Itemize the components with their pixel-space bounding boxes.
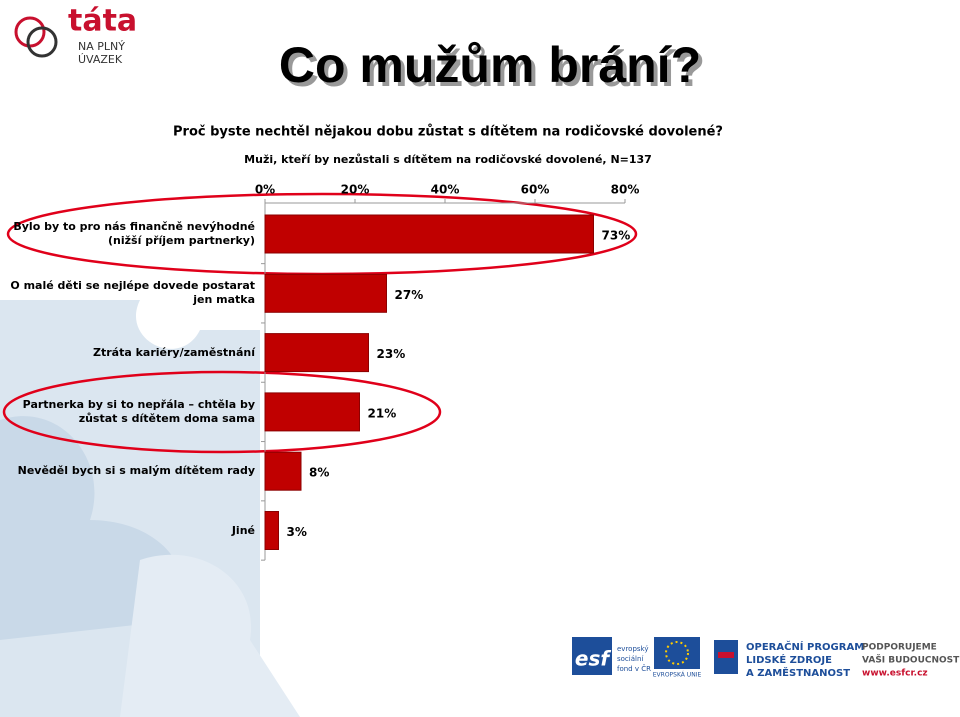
footer: esf evropský sociální fond v ČR EVROPSKÁ… (572, 637, 960, 679)
category-label: Ztráta kariéry/zaměstnání (92, 345, 255, 359)
value-label: 27% (395, 288, 424, 302)
value-label: 23% (377, 347, 406, 361)
category-label: Partnerka by si to nepřála – chtěla by z… (22, 397, 255, 425)
footer-text: EVROPSKÁ UNIE (653, 672, 702, 679)
footer-text: LIDSKÉ ZDROJE (746, 653, 832, 666)
footer-text: VAŠI BUDOUCNOST (862, 654, 960, 666)
category-label: O malé děti se nejlépe dovede postarat j… (10, 279, 255, 307)
value-label: 21% (368, 406, 397, 420)
x-tick-label: 20% (341, 183, 370, 197)
logo-icon (14, 16, 58, 58)
footer-text: OPERAČNÍ PROGRAM (746, 640, 864, 653)
background-puzzle (0, 300, 300, 717)
bar (264, 333, 369, 373)
footer-text: sociální (617, 655, 644, 663)
slide-title-shadow: Co mužům brání? (283, 41, 705, 97)
category-label: Jiné (231, 523, 255, 537)
bar (264, 392, 360, 432)
footer-text: www.esfcr.cz (862, 669, 928, 679)
x-tick-label: 0% (255, 183, 275, 197)
footer-text: fond v ČR (617, 664, 651, 673)
x-tick-label: 80% (611, 183, 640, 197)
logo-name: táta (68, 4, 137, 39)
bar (264, 214, 594, 254)
value-label: 3% (287, 525, 307, 539)
chart-subtitle: Muži, kteří by nezůstali s dítětem na ro… (244, 153, 652, 166)
value-label: 73% (602, 229, 631, 243)
bar (264, 511, 279, 550)
footer-text: evropský (617, 645, 649, 653)
logo-line: ÚVAZEK (78, 53, 123, 66)
chart-title: Proč byste nechtěl nějakou dobu zůstat s… (173, 125, 723, 140)
x-tick-label: 60% (521, 183, 550, 197)
footer-text: A ZAMĚSTNANOST (746, 666, 850, 679)
bar (264, 451, 302, 491)
value-label: 8% (309, 466, 329, 480)
category-label: Nevěděl bych si s malým dítětem rady (17, 464, 255, 478)
footer-text: PODPORUJEME (862, 643, 937, 653)
category-label: Bylo by to pro nás finančně nevýhodné (n… (13, 220, 255, 247)
bar (264, 273, 387, 313)
logo-line: NA PLNÝ (78, 40, 125, 53)
x-tick-label: 40% (431, 183, 460, 197)
esf-logo: esf (575, 647, 611, 671)
slide-title: Co mužům brání? (279, 37, 701, 93)
